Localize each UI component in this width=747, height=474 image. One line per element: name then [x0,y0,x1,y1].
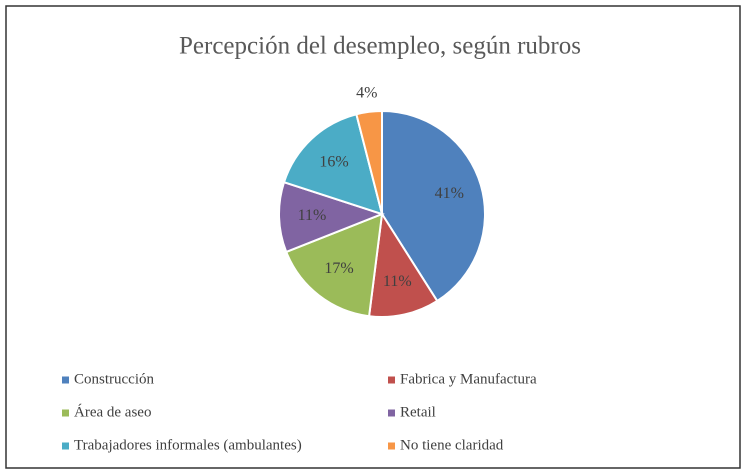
legend-label: Área de aseo [74,403,151,420]
legend-label: Fabrica y Manufactura [400,371,537,387]
data-label: 16% [319,154,348,171]
data-label: 41% [435,185,464,202]
chart-title: Percepción del desempleo, según rubros [179,33,581,60]
legend-label: Construcción [74,371,154,387]
legend-swatch [62,376,69,384]
legend-swatch [388,376,395,384]
pie-slice [284,212,384,318]
pie-slice [367,211,439,318]
legend-label: No tiene claridad [400,437,504,453]
data-label: 4% [356,85,377,102]
pie-slice [282,113,384,216]
legend-label: Retail [400,404,436,420]
pie-slice [355,109,383,215]
pie-slice [278,180,385,254]
legend-swatch [62,442,69,450]
data-label: 17% [324,260,353,277]
legend-swatch [388,442,395,450]
data-label: 11% [383,273,412,290]
legend-label: Trabajadores informales (ambulantes) [74,437,302,453]
data-label: 11% [298,207,327,224]
legend-swatch [388,409,395,417]
legend-swatch [62,409,69,417]
